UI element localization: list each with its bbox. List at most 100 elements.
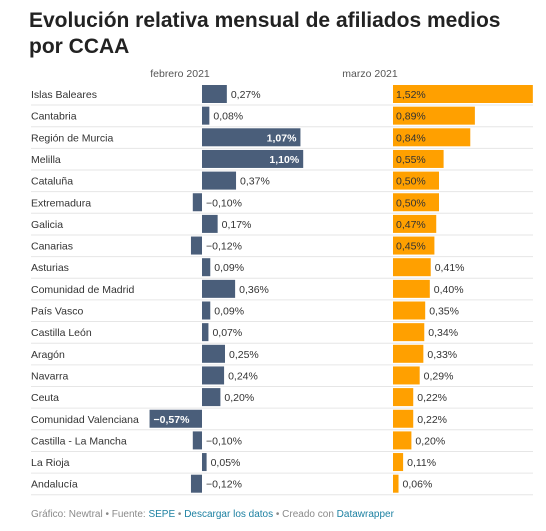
series-header-febrero: febrero 2021	[150, 68, 210, 80]
chart-footer: Gráfico: Newtral • Fuente: SEPE • Descar…	[31, 509, 394, 520]
data-label-febrero: 0,37%	[240, 176, 270, 188]
bar-chart: febrero 2021 marzo 2021 Islas Baleares 0,27…	[31, 68, 533, 496]
bar-febrero	[202, 301, 211, 320]
bar-marzo	[393, 409, 414, 428]
data-label-marzo: 0,47%	[396, 219, 426, 231]
category-label: Andalucía	[31, 479, 78, 491]
bar-febrero	[190, 474, 202, 493]
bar-febrero	[202, 279, 236, 298]
bar-febrero	[202, 128, 301, 147]
data-label-febrero: 0,36%	[239, 284, 269, 296]
bar-febrero	[202, 106, 210, 125]
bar-marzo	[393, 366, 420, 385]
data-label-febrero: 0,25%	[229, 349, 259, 361]
data-label-marzo: 0,22%	[417, 392, 447, 404]
source-link[interactable]: SEPE	[148, 509, 176, 520]
data-label-febrero: 1,07%	[267, 132, 297, 144]
bar-marzo	[393, 431, 412, 450]
bar-febrero	[202, 214, 218, 233]
category-label: Castilla León	[31, 327, 92, 339]
bar-febrero	[202, 453, 207, 472]
bar-febrero	[202, 388, 221, 407]
data-label-febrero: 0,24%	[228, 370, 258, 382]
data-label-marzo: 0,35%	[429, 306, 459, 318]
category-label: Ceuta	[31, 392, 59, 404]
data-label-marzo: 0,50%	[396, 176, 426, 188]
data-label-marzo: 1,52%	[396, 89, 426, 101]
data-label-febrero: 1,10%	[269, 154, 299, 166]
data-label-febrero: 0,08%	[213, 111, 243, 123]
data-label-febrero: −0,10%	[206, 435, 242, 447]
data-label-marzo: 0,06%	[403, 479, 433, 491]
data-label-marzo: 0,45%	[396, 241, 426, 253]
bar-marzo	[393, 453, 404, 472]
bar-marzo	[393, 193, 439, 212]
data-label-marzo: 0,20%	[415, 435, 445, 447]
bar-febrero	[149, 409, 202, 428]
category-label: Canarias	[31, 241, 73, 253]
data-label-febrero: 0,17%	[222, 219, 252, 231]
bar-marzo	[393, 474, 399, 493]
data-label-febrero: 0,20%	[224, 392, 254, 404]
category-label: Navarra	[31, 370, 69, 382]
data-label-febrero: 0,09%	[214, 306, 244, 318]
bar-marzo	[393, 149, 444, 168]
bar-febrero	[202, 258, 211, 277]
bar-marzo	[393, 258, 431, 277]
data-label-marzo: 0,41%	[435, 262, 465, 274]
footer-created-with: • Creado con	[273, 509, 337, 520]
data-label-marzo: 0,89%	[396, 111, 426, 123]
data-label-marzo: 0,40%	[434, 284, 464, 296]
datawrapper-link[interactable]: Datawrapper	[336, 509, 394, 520]
bar-marzo	[393, 301, 426, 320]
bar-marzo	[393, 344, 424, 363]
bar-marzo	[393, 128, 471, 147]
category-label: Cantabria	[31, 111, 77, 123]
bar-febrero	[192, 431, 202, 450]
download-data-link[interactable]: Descargar los datos	[184, 509, 274, 520]
category-label: Galicia	[31, 219, 63, 231]
data-label-febrero: 0,07%	[212, 327, 242, 339]
category-label: Islas Baleares	[31, 89, 97, 101]
category-label: Melilla	[31, 154, 61, 166]
bar-febrero	[202, 344, 225, 363]
footer-separator: •	[175, 509, 185, 520]
data-label-febrero: 0,27%	[231, 89, 261, 101]
category-label: Cataluña	[31, 176, 73, 188]
data-label-marzo: 0,55%	[396, 154, 426, 166]
bar-marzo	[393, 214, 437, 233]
data-label-febrero: −0,10%	[206, 197, 242, 209]
category-label: Aragón	[31, 349, 65, 361]
bar-febrero	[190, 236, 202, 255]
data-label-febrero: 0,09%	[214, 262, 244, 274]
bar-febrero	[202, 366, 225, 385]
footer-source-prefix: Gráfico: Newtral • Fuente:	[31, 509, 149, 520]
bar-marzo	[393, 388, 414, 407]
data-label-marzo: 0,29%	[424, 370, 454, 382]
data-label-marzo: 0,84%	[396, 132, 426, 144]
category-label: Asturias	[31, 262, 69, 274]
bar-marzo	[393, 279, 430, 298]
bar-marzo	[393, 85, 533, 103]
data-label-marzo: 0,11%	[407, 457, 436, 469]
data-label-marzo: 0,33%	[427, 349, 457, 361]
data-label-febrero: −0,12%	[206, 241, 242, 253]
data-label-febrero: −0,12%	[206, 479, 242, 491]
category-label: Comunidad de Madrid	[31, 284, 134, 296]
category-label: La Rioja	[31, 457, 70, 469]
data-label-marzo: 0,34%	[428, 327, 458, 339]
bar-marzo	[393, 106, 475, 125]
data-label-febrero: 0,05%	[211, 457, 241, 469]
bar-febrero	[192, 193, 202, 212]
category-label: País Vasco	[31, 306, 83, 318]
category-label: Comunidad Valenciana	[31, 414, 139, 426]
bar-marzo	[393, 236, 435, 255]
category-label: Región de Murcia	[31, 132, 113, 144]
series-header-marzo: marzo 2021	[342, 68, 398, 80]
category-label: Extremadura	[31, 197, 91, 209]
bar-febrero	[202, 171, 237, 190]
data-label-marzo: 0,22%	[417, 414, 447, 426]
chart-title: Evolución relativa mensual de afiliados …	[29, 9, 501, 58]
bar-marzo	[393, 171, 439, 190]
bar-febrero	[202, 149, 304, 168]
